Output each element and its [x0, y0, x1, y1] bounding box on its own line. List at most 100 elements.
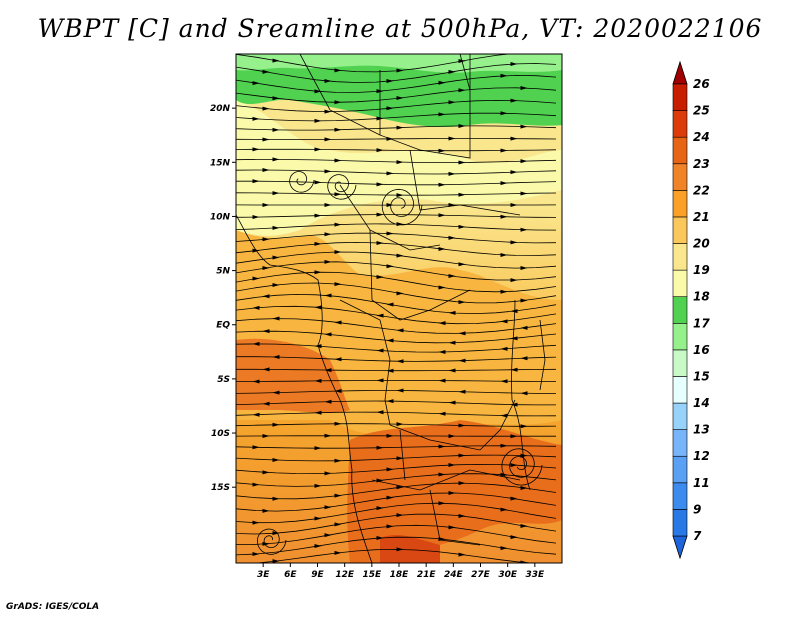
streamline-arrow	[438, 321, 446, 326]
streamline-arrow	[500, 379, 508, 384]
streamline-arrow	[334, 389, 342, 394]
streamline-arrow	[510, 61, 518, 66]
streamline-arrow	[252, 215, 260, 220]
streamline-arrow	[386, 399, 394, 404]
grads-credit: GrADS: IGES/COLA	[6, 602, 100, 612]
streamline	[236, 524, 557, 546]
streamline-arrow	[334, 68, 342, 73]
streamline-arrow	[334, 458, 342, 463]
streamline-arrow	[500, 443, 508, 448]
colorbar-level-label: 18	[693, 290, 710, 304]
streamline-arrow	[334, 100, 342, 105]
streamlines	[236, 54, 557, 563]
map-title: WBPT [C] and Sreamline at 500hPa, VT: 20…	[37, 14, 763, 43]
colorbar-segment	[672, 482, 688, 510]
field-16-band	[236, 54, 562, 73]
streamline-arrow	[396, 547, 404, 552]
streamline-arrow	[458, 123, 466, 128]
streamline	[236, 214, 557, 218]
streamline-arrow	[252, 147, 260, 152]
streamline-arrow	[458, 481, 466, 486]
colorbar-segment	[672, 110, 688, 138]
streamline-arrow	[376, 241, 384, 246]
streamline-arrow	[396, 95, 404, 100]
streamline-arrow	[272, 58, 280, 63]
streamline-arrow	[314, 270, 322, 275]
streamline-arrow	[386, 368, 394, 373]
colorbar-level-label: 17	[693, 316, 710, 330]
streamline-arrow	[520, 266, 528, 271]
lon-tick-label: 21E	[417, 570, 437, 580]
streamline	[236, 293, 557, 315]
streamline	[236, 271, 557, 293]
streamline	[236, 411, 557, 417]
streamline-arrow	[510, 202, 518, 207]
colorbar-segment	[672, 402, 688, 430]
streamline-arrow	[500, 413, 508, 418]
streamline-arrow	[438, 80, 446, 85]
streamline-arrow	[272, 422, 280, 427]
streamline-arrow	[510, 496, 518, 501]
streamline-arrow	[262, 508, 270, 513]
streamline-arrow	[438, 472, 446, 477]
streamline	[236, 169, 557, 175]
streamline-arrow	[458, 514, 466, 519]
streamline-arrow	[448, 235, 456, 240]
streamline-arrow	[262, 168, 270, 173]
colorbar-level-label: 12	[693, 449, 710, 463]
streamline-arrow	[396, 388, 404, 393]
streamline-arrow	[448, 136, 456, 141]
streamline-arrow	[376, 506, 384, 511]
streamline-arrow	[334, 493, 342, 498]
streamline-arrow	[520, 524, 528, 529]
streamline-arrow	[458, 192, 466, 197]
streamline-arrow	[500, 346, 508, 351]
streamline-vortex	[327, 174, 357, 200]
streamline-arrow	[510, 98, 518, 103]
streamline-arrow	[262, 329, 270, 334]
streamline-arrow	[272, 559, 280, 563]
streamline-arrow	[396, 68, 404, 73]
streamline-arrow	[272, 255, 280, 260]
streamline-arrow	[314, 543, 322, 548]
streamline-arrow	[510, 367, 518, 372]
streamline-arrow	[520, 560, 528, 563]
streamline-arrow	[314, 180, 322, 185]
streamline-arrow	[448, 434, 456, 439]
lon-tick-label: 18E	[390, 570, 410, 580]
streamline-arrow	[386, 433, 394, 438]
streamline-arrow	[500, 73, 508, 78]
streamline-arrow	[314, 516, 322, 521]
streamline-arrow	[252, 379, 260, 384]
streamline-arrow	[520, 159, 528, 164]
lon-tick-label: 24E	[444, 570, 464, 580]
streamline-arrow	[510, 170, 518, 175]
streamline	[236, 99, 557, 112]
streamline-arrow	[520, 453, 528, 458]
country-borders	[236, 54, 546, 563]
lat-tick-label: 5N	[216, 267, 230, 277]
streamline-arrow	[334, 421, 342, 426]
streamline-arrow	[252, 305, 260, 310]
streamline-arrow	[448, 525, 456, 530]
streamline-arrow	[324, 259, 332, 264]
streamline-arrow	[272, 191, 280, 196]
colorbar-level-label: 24	[693, 130, 710, 144]
colorbar-segment	[672, 136, 688, 165]
streamline-arrow	[448, 171, 456, 176]
streamline-arrow	[458, 358, 466, 363]
streamline	[236, 241, 557, 256]
streamline-arrow	[500, 289, 508, 294]
streamline-arrow	[520, 124, 528, 129]
streamline	[236, 502, 557, 524]
streamline-arrow	[448, 368, 456, 373]
streamline-arrow	[386, 302, 394, 307]
streamline	[236, 330, 557, 344]
streamline-arrow	[376, 313, 384, 318]
streamline-arrow	[314, 483, 322, 488]
streamline	[236, 138, 557, 140]
streamline-vortex	[256, 528, 287, 555]
streamline-arrow	[438, 411, 446, 416]
streamline-arrow	[376, 148, 384, 153]
